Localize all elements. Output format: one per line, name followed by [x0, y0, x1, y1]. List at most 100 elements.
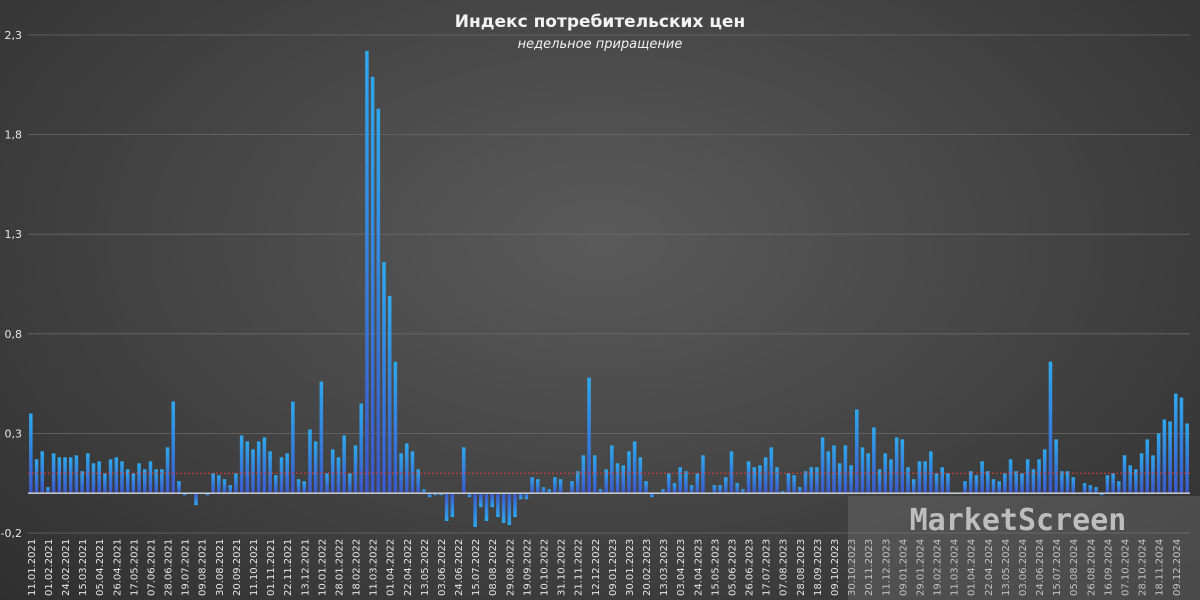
bar: [217, 475, 221, 494]
bar: [473, 493, 477, 528]
bar: [291, 401, 295, 494]
x-tick-label: 05.06.2023: [727, 539, 738, 596]
x-tick-label: 11.10.2021: [249, 539, 260, 596]
bar: [786, 473, 791, 494]
bar: [518, 493, 523, 500]
bar: [752, 467, 757, 494]
x-tick-label: 24.06.2022: [454, 539, 465, 596]
bar: [1105, 475, 1110, 494]
bar: [376, 108, 381, 494]
x-axis-ticks: 11.01.2021 01.02.2021 24.02.2021 15.03.2021…: [27, 539, 1183, 596]
x-tick-label: 24.06.2024: [1035, 539, 1046, 596]
bar: [29, 413, 33, 494]
bar: [274, 475, 278, 494]
bar: [986, 471, 990, 494]
bar: [991, 479, 996, 494]
watermark: MarketScreen: [848, 496, 1200, 600]
bar: [137, 463, 141, 494]
bar: [587, 377, 591, 494]
x-tick-label: 17.07.2023: [762, 539, 773, 596]
bar: [308, 429, 312, 494]
bar: [405, 443, 409, 494]
bar: [86, 453, 90, 494]
x-tick-label: 01.11.2021: [266, 539, 277, 596]
bar: [604, 469, 608, 494]
bar: [268, 451, 272, 494]
bar: [1173, 393, 1178, 494]
bar: [826, 451, 831, 494]
bar: [809, 467, 813, 494]
bar: [484, 493, 489, 522]
bar: [741, 489, 745, 494]
bar: [353, 445, 358, 494]
bar: [74, 455, 79, 494]
x-tick-label: 22.04.2022: [403, 539, 414, 596]
bar: [558, 479, 563, 494]
bar: [1151, 455, 1155, 494]
x-tick-label: 07.10.2024: [1121, 539, 1132, 596]
bar: [370, 76, 375, 494]
bar: [718, 485, 722, 494]
bar: [974, 475, 979, 494]
bar: [1048, 361, 1053, 494]
bar: [1088, 485, 1093, 494]
bar: [422, 489, 426, 494]
bar: [120, 461, 124, 494]
bar: [507, 493, 512, 526]
bar: [837, 463, 842, 494]
bar: [251, 449, 255, 494]
x-tick-label: 08.08.2022: [488, 539, 499, 596]
bar: [946, 473, 950, 494]
bar: [570, 481, 574, 494]
bar: [1111, 473, 1115, 494]
bar: [1031, 469, 1036, 494]
bar: [997, 481, 1001, 494]
bar: [530, 477, 534, 494]
bar: [849, 465, 853, 494]
bar: [444, 493, 449, 522]
bar: [461, 447, 466, 494]
x-tick-label: 09.12.2024: [1172, 539, 1183, 596]
bar: [490, 493, 494, 508]
x-tick-label: 11.03.2024: [950, 539, 961, 596]
x-tick-label: 29.08.2022: [505, 539, 516, 596]
y-tick-label: 1,3: [5, 228, 23, 241]
bar: [182, 493, 187, 496]
x-tick-label: 12.12.2022: [591, 539, 602, 596]
bar: [1099, 493, 1104, 496]
x-tick-label: 13.03.2023: [659, 539, 670, 596]
x-tick-label: 26.04.2021: [112, 539, 123, 596]
bar: [1042, 449, 1047, 494]
bar: [632, 441, 637, 494]
bar: [1185, 423, 1189, 494]
x-tick-label: 01.04.2022: [386, 539, 397, 596]
bar: [1037, 459, 1041, 494]
bar: [279, 457, 284, 494]
bar: [598, 489, 603, 494]
bar: [1065, 471, 1070, 494]
bar: [342, 435, 346, 494]
bar: [319, 381, 324, 494]
bar: [815, 467, 819, 494]
bar: [758, 465, 762, 494]
bar: [934, 473, 939, 494]
bar: [194, 493, 198, 506]
x-tick-label: 17.05.2021: [129, 539, 140, 596]
bar: [143, 469, 147, 494]
x-tick-label: 01.04.2024: [967, 539, 978, 596]
bar: [336, 457, 341, 494]
bar: [245, 441, 250, 494]
bar: [963, 481, 967, 494]
bar: [228, 485, 232, 494]
chart-subtitle: недельное приращение: [518, 37, 683, 52]
bar: [171, 401, 176, 494]
x-tick-label: 19.07.2021: [181, 539, 192, 596]
bar: [547, 489, 551, 494]
bar: [872, 427, 876, 494]
bar: [906, 467, 910, 494]
bar: [832, 445, 836, 494]
bar: [325, 473, 329, 494]
bar: [1145, 439, 1150, 494]
gridlines: [28, 34, 1190, 534]
